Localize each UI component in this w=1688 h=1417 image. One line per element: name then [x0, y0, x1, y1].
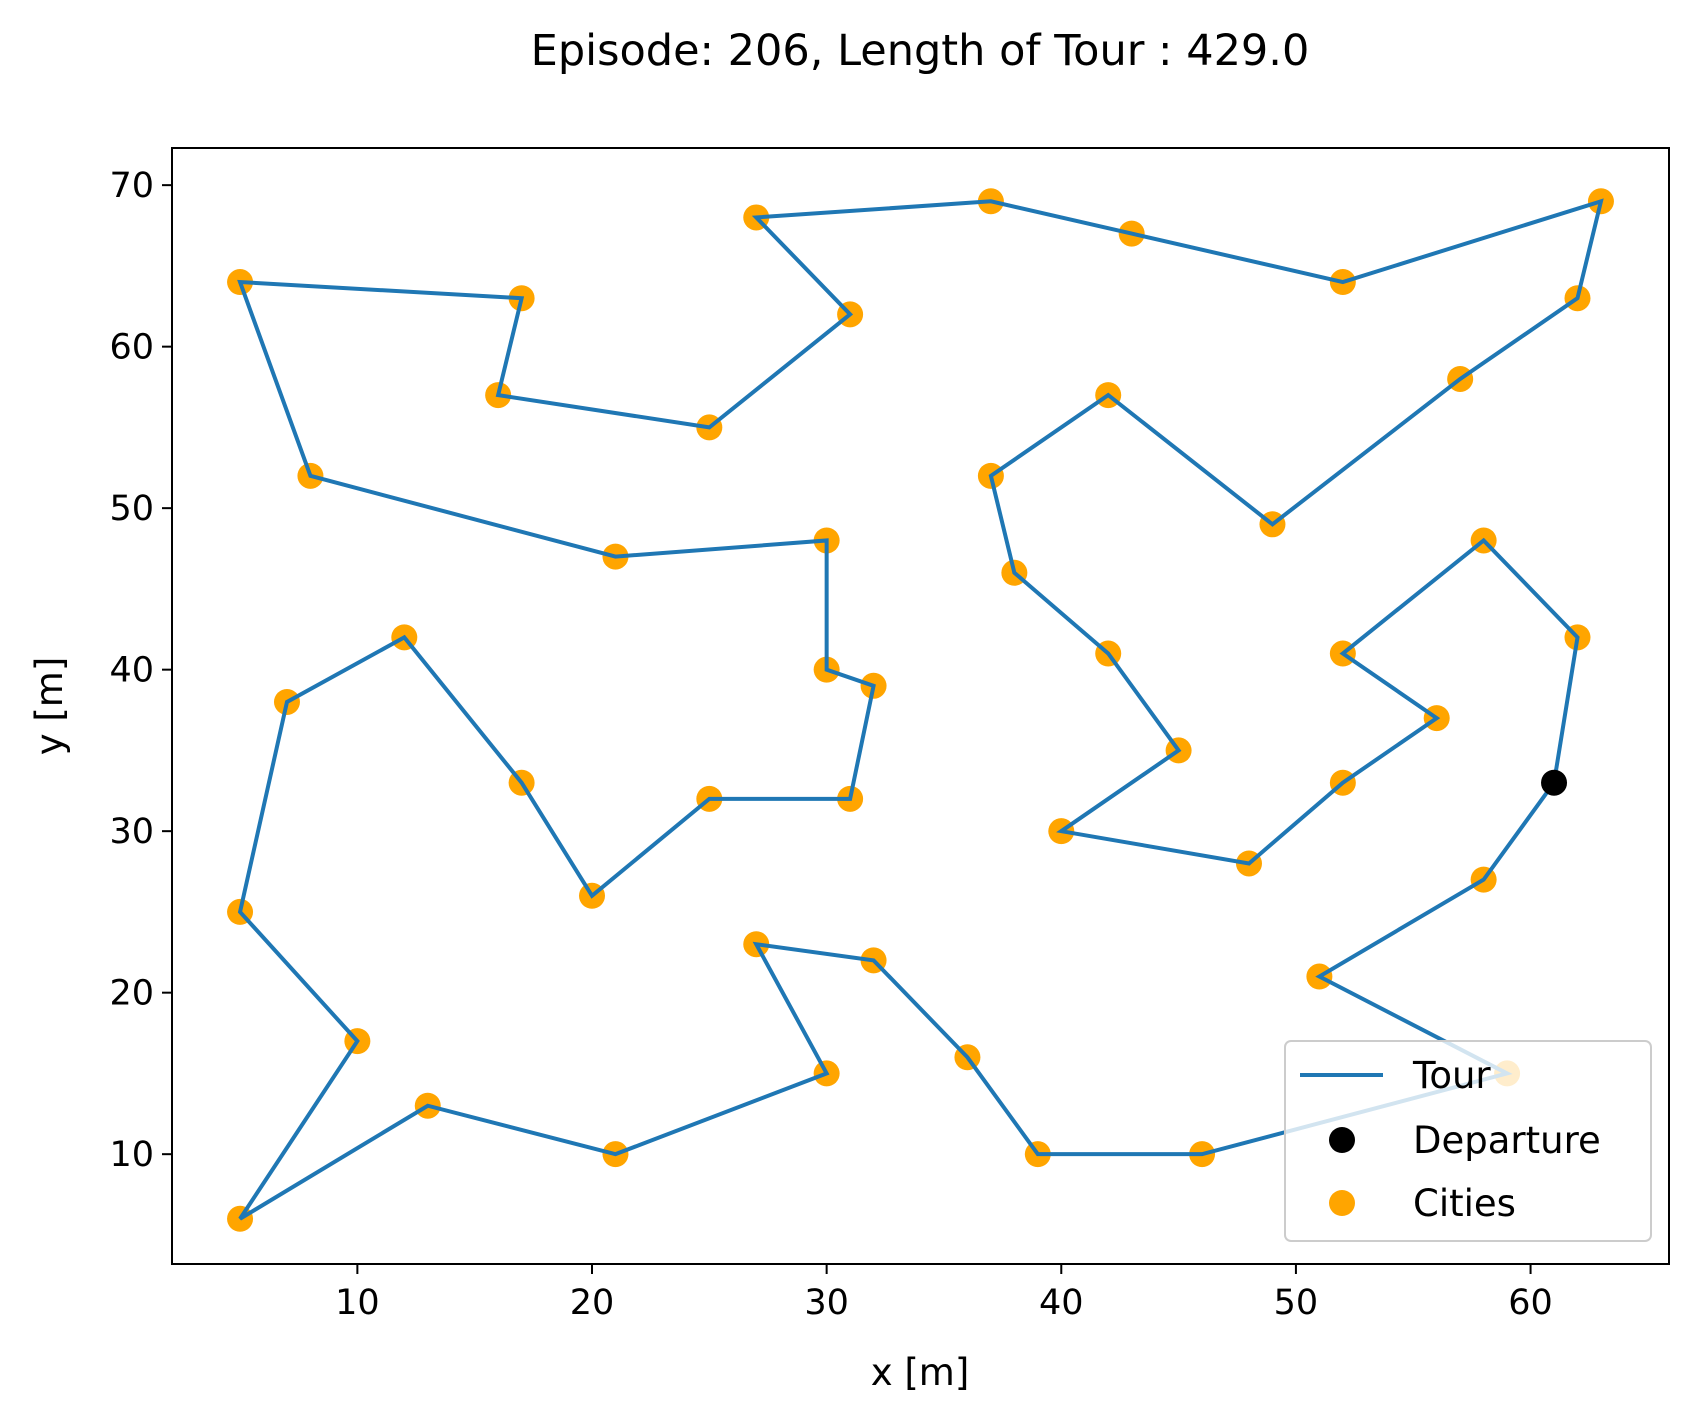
x-tick-label: 10	[335, 1283, 380, 1323]
y-tick-label: 40	[109, 651, 154, 691]
y-tick-label: 70	[109, 166, 154, 206]
x-tick-label: 50	[1274, 1283, 1319, 1323]
x-tick-label: 60	[1508, 1283, 1553, 1323]
x-tick-label: 20	[570, 1283, 615, 1323]
departure-point	[1541, 769, 1568, 796]
tour-line	[237, 198, 1604, 1221]
axes-frame	[171, 147, 1670, 1265]
axis-ticks: 10 20 30 40 50 60 10 20 30 40 50 60 70	[109, 166, 1552, 1323]
legend-departure-swatch	[1329, 1127, 1355, 1153]
x-axis-label: x [m]	[871, 1351, 970, 1394]
legend: Tour Departure Cities	[1284, 1040, 1652, 1242]
y-tick-label: 30	[109, 812, 154, 852]
chart-title: Episode: 206, Length of Tour : 429.0	[531, 26, 1310, 76]
y-tick-label: 20	[109, 974, 154, 1014]
legend-tour-label: Tour	[1412, 1054, 1491, 1097]
legend-frame	[1284, 1040, 1652, 1242]
y-tick-label: 50	[109, 489, 154, 529]
x-tick-label: 30	[804, 1283, 849, 1323]
y-tick-label: 10	[109, 1135, 154, 1175]
y-axis-label: y [m]	[28, 657, 71, 756]
y-tick-label: 60	[109, 328, 154, 368]
legend-cities-label: Cities	[1413, 1182, 1516, 1225]
plot-area	[227, 188, 1614, 1232]
legend-cities-swatch	[1329, 1190, 1355, 1216]
legend-departure-label: Departure	[1413, 1119, 1601, 1162]
x-tick-label: 40	[1039, 1283, 1084, 1323]
